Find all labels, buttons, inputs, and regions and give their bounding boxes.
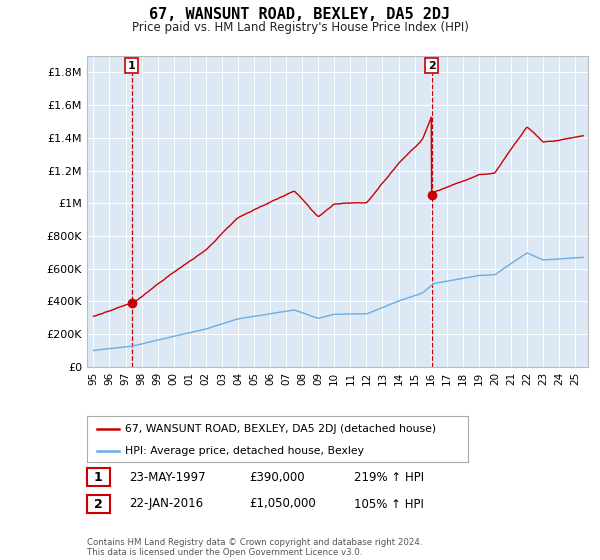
Text: 219% ↑ HPI: 219% ↑ HPI xyxy=(354,470,424,484)
Text: 2: 2 xyxy=(94,497,103,511)
Text: £390,000: £390,000 xyxy=(249,470,305,484)
Text: 22-JAN-2016: 22-JAN-2016 xyxy=(129,497,203,511)
Text: 1: 1 xyxy=(128,60,136,71)
Text: 67, WANSUNT ROAD, BEXLEY, DA5 2DJ (detached house): 67, WANSUNT ROAD, BEXLEY, DA5 2DJ (detac… xyxy=(125,424,436,434)
Text: Contains HM Land Registry data © Crown copyright and database right 2024.
This d: Contains HM Land Registry data © Crown c… xyxy=(87,538,422,557)
Text: 2: 2 xyxy=(428,60,436,71)
Text: 67, WANSUNT ROAD, BEXLEY, DA5 2DJ: 67, WANSUNT ROAD, BEXLEY, DA5 2DJ xyxy=(149,7,451,22)
Text: Price paid vs. HM Land Registry's House Price Index (HPI): Price paid vs. HM Land Registry's House … xyxy=(131,21,469,34)
Text: 23-MAY-1997: 23-MAY-1997 xyxy=(129,470,206,484)
Text: 105% ↑ HPI: 105% ↑ HPI xyxy=(354,497,424,511)
Text: 1: 1 xyxy=(94,470,103,484)
Text: HPI: Average price, detached house, Bexley: HPI: Average price, detached house, Bexl… xyxy=(125,446,364,455)
Text: £1,050,000: £1,050,000 xyxy=(249,497,316,511)
